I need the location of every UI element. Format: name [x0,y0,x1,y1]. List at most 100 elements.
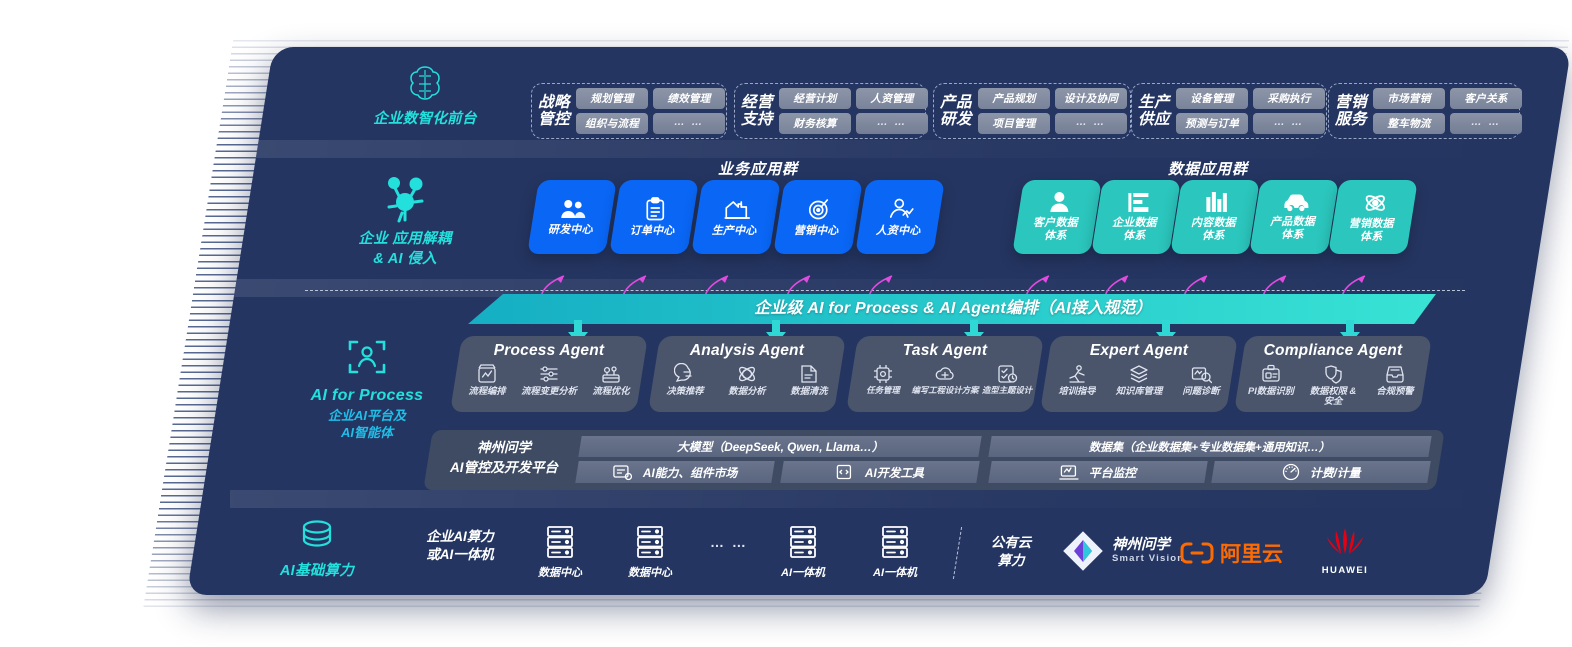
agent-item-label: 数据清洗 [790,386,828,396]
infra-label: 公有云 算力 [990,535,1032,569]
logo-shenzhou[interactable]: 神州问学 Smart Vision [1062,530,1184,572]
card-label: 订单中心 [629,224,675,237]
huawei-flower-icon [1327,528,1363,554]
chip[interactable]: 经营计划 [779,88,852,109]
chip-more[interactable]: … … [1450,113,1523,134]
chip[interactable]: 采购执行 [1253,88,1326,109]
platform-cell-monitor[interactable]: 平台监控 [988,461,1208,483]
top-group-rnd[interactable]: 产品 研发 产品规划 设计及协同 项目管理 … … [933,83,1131,139]
infra-label: … … [710,534,748,550]
chip[interactable]: 设计及协同 [1055,88,1128,109]
agent-item[interactable]: 编写工程设计方案 [912,363,979,395]
business-apps-title: 业务应用群 [718,161,799,178]
infra-node-aibox-2[interactable]: AI一体机 [863,525,927,580]
factory-icon [724,200,751,219]
agent-item[interactable]: 问题诊断 [1170,363,1231,396]
rail-label-2: & AI 侵入 [373,250,437,267]
orchestration-band-label: 企业级 AI for Process & AI Agent编排（AI接入规范） [754,300,1152,317]
agent-item-label: 知识库管理 [1115,386,1163,396]
agent-item[interactable]: 合规预警 [1364,363,1425,406]
agent-item[interactable]: 流程编排 [456,363,517,396]
aliyun-mark-icon [1180,542,1214,564]
agent-card-compliance[interactable]: Compliance Agent PI数据识别 数据权限 & 安全 [1233,336,1433,412]
rail-label: AI基础算力 [279,563,355,579]
chip[interactable]: 产品规划 [978,88,1051,109]
infra-node-datacenter-2[interactable]: 数据中心 [618,525,682,580]
chip-more[interactable]: … … [856,113,929,134]
agent-card-expert[interactable]: Expert Agent 培训指导 知识库管理 [1039,336,1239,412]
agent-item[interactable]: 决策推荐 [654,363,715,396]
app-card-hr-center[interactable]: 人资中心 [855,180,945,254]
data-card-product[interactable]: 产品数据 体系 [1249,180,1339,254]
target-icon [808,198,829,219]
card-label: 客户数据 体系 [1032,217,1078,242]
top-group-operations[interactable]: 经营 支持 经营计划 人资管理 财务核算 … … [734,83,929,139]
top-group-marketing[interactable]: 营销 服务 市场营销 客户关系 整车物流 … … [1328,83,1523,139]
data-card-marketing[interactable]: 营销数据 体系 [1328,180,1418,254]
agent-item[interactable]: 培训指导 [1046,363,1107,396]
agent-item[interactable]: 知识库管理 [1108,363,1169,396]
infra-node-aibox-1[interactable]: AI一体机 [771,525,835,580]
platform-dataset-cell[interactable]: 数据集（企业数据集+专业数据集+通用知识…） [988,436,1432,457]
logo-huawei[interactable]: HUAWEI [1310,524,1380,576]
platform-cell-billing[interactable]: 计费/计量 [1211,461,1431,483]
top-group-strategy[interactable]: 战略 管控 规划管理 绩效管理 组织与流程 … … [531,83,727,139]
chip[interactable]: 整车物流 [1373,113,1446,134]
agent-item-label: 决策推荐 [666,386,704,396]
chip[interactable]: 规划管理 [576,88,649,109]
doc-clean-icon [801,365,817,383]
logo-aliyun[interactable]: 阿里云 [1180,538,1283,568]
chip[interactable]: 财务核算 [779,113,852,134]
agent-item[interactable]: 流程优化 [580,363,641,396]
chip[interactable]: 市场营销 [1373,88,1446,109]
agent-item-label: 问题诊断 [1182,386,1220,396]
chip-more[interactable]: … … [653,113,726,134]
users-icon [561,199,586,218]
infra-node-datacenter-1[interactable]: 数据中心 [528,525,592,580]
agent-name: Process Agent [493,342,605,359]
app-card-order-center[interactable]: 订单中心 [609,180,699,254]
agent-item-label: 任务管理 [866,385,900,395]
chip[interactable]: 项目管理 [978,113,1051,134]
server-icon [637,526,663,558]
platform-cell-label: 计费/计量 [1309,465,1361,480]
chip[interactable]: 设备管理 [1176,88,1249,109]
chip[interactable]: 预测与订单 [1176,113,1249,134]
server-icon [790,526,816,558]
gears-stack-icon [602,366,620,383]
agent-card-analysis[interactable]: Analysis Agent 决策推荐 数据分析 [647,336,847,412]
agent-item[interactable]: 数据权限 & 安全 [1302,363,1363,406]
agent-item[interactable]: 数据清洗 [778,363,839,396]
alert-inbox-icon [1386,366,1404,383]
data-card-enterprise[interactable]: 企业数据 体系 [1091,180,1181,254]
app-card-production-center[interactable]: 生产中心 [691,180,781,254]
chip-more[interactable]: … … [1055,113,1128,134]
platform-llm-cell[interactable]: 大模型（DeepSeek, Qwen, Llama…） [578,436,982,457]
app-card-marketing-center[interactable]: 营销中心 [773,180,863,254]
platform-cell-market[interactable]: AI能力、组件市场 [575,461,775,483]
agent-item[interactable]: 造型主题设计 [976,363,1037,395]
app-card-rnd-center[interactable]: 研发中心 [527,180,617,254]
chip-more[interactable]: … … [1253,113,1326,134]
platform-cell-devtool[interactable]: AI开发工具 [780,461,980,483]
agent-card-process[interactable]: Process Agent 流程编排 流程变更分析 [449,336,649,412]
user-icon [1050,192,1069,213]
data-card-customer[interactable]: 客户数据 体系 [1012,180,1102,254]
shield-overlap-icon [1325,365,1342,384]
agent-item[interactable]: PI数据识别 [1240,363,1301,406]
chip[interactable]: 绩效管理 [653,88,726,109]
data-card-content[interactable]: 内容数据 体系 [1170,180,1260,254]
agent-item[interactable]: 数据分析 [716,363,777,396]
agent-item[interactable]: 流程变更分析 [518,363,579,396]
chip[interactable]: 客户关系 [1450,88,1523,109]
top-group-production[interactable]: 生产 供应 设备管理 采购执行 预测与订单 … … [1131,83,1327,139]
rail-ai-for-process: AI for Process 企业AI平台及 AI智能体 [272,335,462,442]
flow-chart-icon [478,364,496,383]
chip[interactable]: 人资管理 [856,88,929,109]
rail-front-office: 企业数智化前台 [330,62,520,130]
agent-card-task[interactable]: Task Agent 任务管理 编写工程设计方案 [845,336,1045,412]
agent-item[interactable]: 任务管理 [852,363,913,395]
chip[interactable]: 组织与流程 [576,113,649,134]
agent-name: Compliance Agent [1263,342,1403,359]
person-scan-icon [348,340,386,374]
